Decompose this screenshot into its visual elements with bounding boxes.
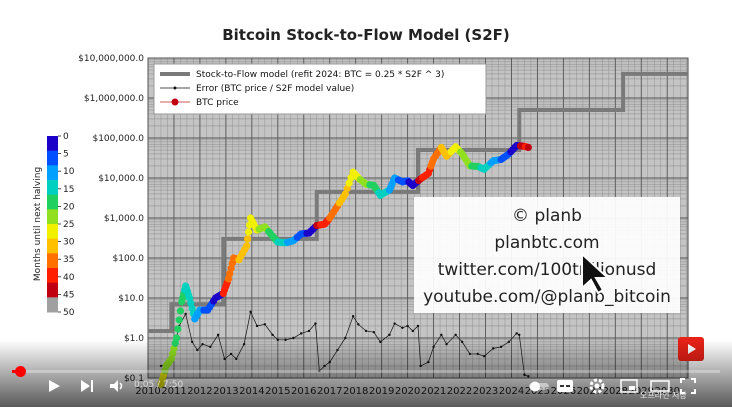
- controls-gradient: [0, 340, 732, 407]
- colorbar-segment: [47, 194, 58, 210]
- btc-price-point: [176, 307, 185, 315]
- btc-price-point: [243, 242, 251, 250]
- btc-price-point: [343, 184, 351, 193]
- error-point: [372, 330, 376, 334]
- error-point: [314, 322, 317, 325]
- error-point: [393, 322, 396, 325]
- btc-price-point: [244, 235, 252, 243]
- error-point: [364, 329, 368, 333]
- legend-marker-price: [171, 98, 179, 106]
- error-point: [263, 323, 267, 326]
- btc-price-point: [341, 190, 349, 198]
- y-tick-label: $1,000.0: [104, 214, 144, 224]
- error-point: [518, 333, 521, 337]
- error-point: [411, 329, 415, 333]
- y-tick-label: $100,000.0: [92, 134, 144, 144]
- btc-price-point: [175, 316, 183, 324]
- error-point: [351, 315, 355, 318]
- error-point: [515, 332, 518, 335]
- time-display: 0:05 / 7:50: [134, 380, 184, 390]
- colorbar-tick-label: 10: [63, 167, 75, 177]
- subtitles-icon[interactable]: [556, 378, 574, 394]
- error-point: [271, 333, 274, 337]
- watermark-overlay: © planb planbtc.com twitter.com/100trill…: [414, 197, 680, 313]
- legend-entry: BTC price: [196, 98, 239, 108]
- watermark-line-1: © planb: [512, 206, 582, 226]
- y-tick-label: $100.0: [113, 254, 145, 264]
- colorbar-label: Months until next halving: [33, 167, 43, 281]
- legend-box: [153, 63, 487, 115]
- error-point: [388, 333, 391, 337]
- colorbar-tick-label: 40: [63, 273, 75, 283]
- error-point: [292, 336, 295, 340]
- miniplayer-icon[interactable]: [620, 379, 638, 393]
- y-tick-label: $10,000.0: [98, 174, 144, 184]
- error-point: [357, 323, 360, 326]
- mouse-cursor-icon: [581, 252, 611, 294]
- btc-price-point: [524, 143, 532, 152]
- error-point: [307, 329, 311, 333]
- colorbar-segment: [47, 268, 58, 284]
- colorbar-tick-label: 35: [63, 255, 74, 265]
- colorbar-tick-label: 30: [63, 238, 75, 248]
- legend-marker-error-dot: [173, 86, 177, 90]
- colorbar-segment: [47, 165, 58, 181]
- error-point: [184, 312, 187, 316]
- progress-scrubber[interactable]: [14, 366, 26, 377]
- colorbar-segment: [47, 253, 58, 269]
- colorbar-tick-label: 25: [63, 220, 74, 230]
- theater-icon[interactable]: [650, 379, 670, 393]
- progress-bar[interactable]: [12, 366, 720, 377]
- colorbar-tick-label: 20: [63, 202, 75, 212]
- error-point: [299, 332, 303, 335]
- colorbar-segment: [47, 282, 58, 298]
- btc-price-point: [174, 325, 182, 333]
- error-point: [454, 333, 457, 337]
- colorbar-tick-label: 45: [63, 290, 74, 300]
- watermark-line-3: twitter.com/100trillionusd: [437, 260, 657, 280]
- error-point: [255, 324, 259, 328]
- y-tick-label: $10.0: [118, 294, 144, 304]
- y-tick-label: $1,000,000.0: [84, 94, 144, 104]
- colorbar-tick-label: 15: [63, 185, 74, 195]
- error-point: [344, 336, 347, 340]
- colorbar-segment: [47, 136, 58, 152]
- volume-icon[interactable]: [108, 378, 126, 394]
- btc-price-point: [172, 334, 181, 342]
- error-point: [416, 324, 420, 328]
- btc-price-point: [345, 179, 353, 187]
- error-point: [249, 310, 252, 314]
- autoplay-toggle-icon[interactable]: [528, 378, 550, 394]
- colorbar-segment: [47, 238, 58, 254]
- legend-entry: Error (BTC price / S2F model value): [196, 84, 354, 94]
- watermark-line-4: youtube.com/@planb_bitcoin: [423, 287, 671, 307]
- colorbar-tick-label: 5: [63, 150, 69, 160]
- legend-entry: Stock-to-Flow model (refit 2024: BTC = 0…: [196, 70, 444, 80]
- y-tick-label: $10,000,000.0: [78, 54, 144, 64]
- y-tick-label: $1.0: [124, 334, 144, 344]
- btc-price-point: [245, 228, 253, 236]
- error-point: [440, 333, 443, 337]
- colorbar-segment: [47, 209, 58, 225]
- error-point: [401, 326, 404, 329]
- settings-icon[interactable]: [588, 377, 606, 395]
- colorbar-segment: [47, 150, 58, 166]
- colorbar-segment: [47, 297, 58, 313]
- offline-save-label[interactable]: 오프라인 저장: [640, 391, 687, 400]
- error-point: [406, 324, 409, 328]
- colorbar-segment: [47, 224, 58, 240]
- colorbar-tick-label: 50: [63, 308, 75, 318]
- play-icon[interactable]: [46, 378, 62, 394]
- fullscreen-icon[interactable]: [680, 378, 696, 394]
- watermark-line-2: planbtc.com: [494, 233, 600, 253]
- next-icon[interactable]: [79, 378, 95, 394]
- chart-title: Bitcoin Stock-to-Flow Model (S2F): [222, 26, 510, 44]
- colorbar-segment: [47, 180, 58, 196]
- colorbar-tick-label: 0: [63, 132, 69, 142]
- error-point: [216, 333, 220, 337]
